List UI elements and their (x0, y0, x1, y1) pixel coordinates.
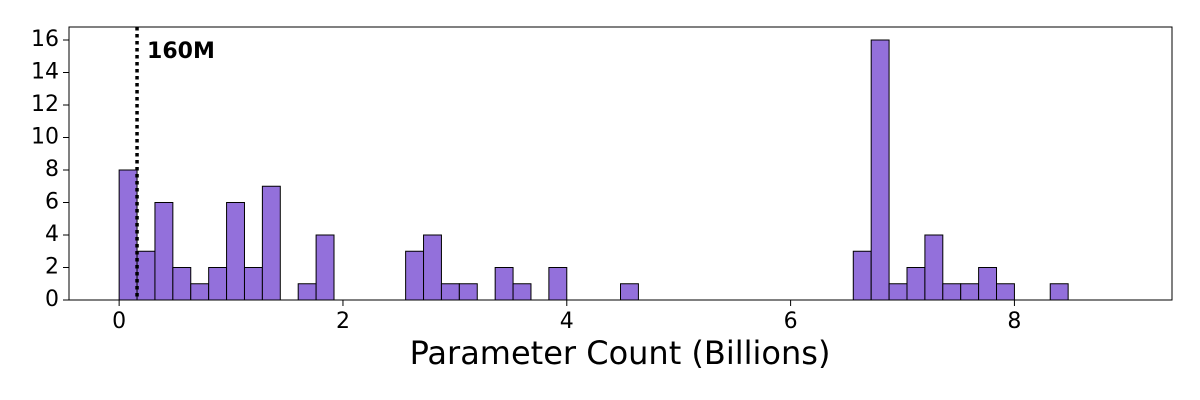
bar (405, 250, 425, 301)
y-tick-label: 4 (45, 222, 59, 247)
bar (297, 283, 317, 301)
bar (226, 202, 245, 301)
bar (960, 283, 980, 301)
plot-frame (68, 26, 1173, 301)
bar (906, 267, 926, 301)
bar (458, 283, 478, 301)
bar (888, 283, 908, 301)
bar (440, 283, 460, 301)
y-tick-label: 16 (31, 27, 59, 52)
bar (423, 234, 442, 301)
y-tick-label: 10 (31, 125, 59, 150)
bar (494, 267, 514, 301)
bar (924, 234, 944, 301)
reference-label: 160M (147, 39, 215, 64)
bar (118, 169, 138, 301)
bar (243, 267, 263, 301)
x-tick-label: 8 (1007, 309, 1021, 334)
bar (870, 39, 890, 301)
bar (978, 267, 998, 301)
bar (548, 267, 568, 301)
bar (190, 283, 210, 301)
x-tick-label: 6 (784, 309, 798, 334)
x-tick-label: 2 (336, 309, 350, 334)
bar (261, 185, 281, 301)
y-tick-label: 2 (45, 255, 59, 280)
bar (1049, 283, 1069, 301)
bar (172, 267, 192, 301)
bar (315, 234, 335, 301)
bar (512, 283, 532, 301)
bar (136, 250, 156, 301)
y-tick-label: 0 (45, 287, 59, 312)
bar (942, 283, 962, 301)
x-tick-label: 4 (560, 309, 574, 334)
x-axis-label: Parameter Count (Billions) (410, 334, 831, 372)
y-tick-label: 6 (45, 190, 59, 215)
bar (852, 250, 872, 301)
y-tick-label: 8 (45, 157, 59, 182)
bar (620, 283, 639, 301)
bar (154, 202, 174, 301)
y-tick-label: 12 (31, 92, 59, 117)
y-tick-label: 14 (31, 60, 59, 85)
bar (996, 283, 1015, 301)
x-tick-label: 0 (112, 309, 126, 334)
bar (208, 267, 228, 301)
